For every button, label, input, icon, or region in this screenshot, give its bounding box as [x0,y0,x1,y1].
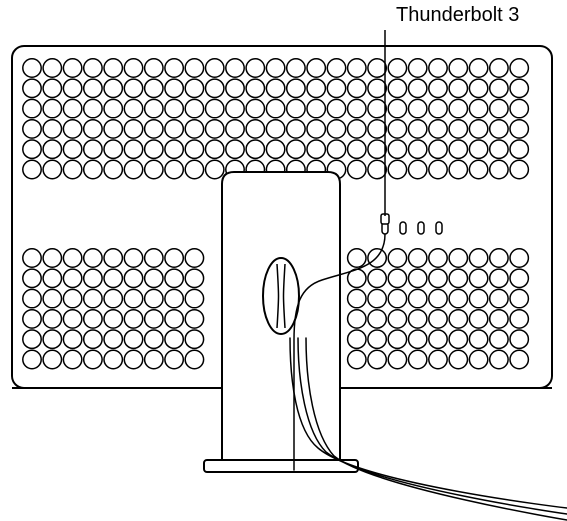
stand-base [204,460,358,472]
cable-management-hole [263,258,299,334]
diagram-stage: Thunderbolt 3 [0,0,567,521]
device-illustration [0,0,567,521]
thunderbolt-callout-label: Thunderbolt 3 [396,4,519,27]
